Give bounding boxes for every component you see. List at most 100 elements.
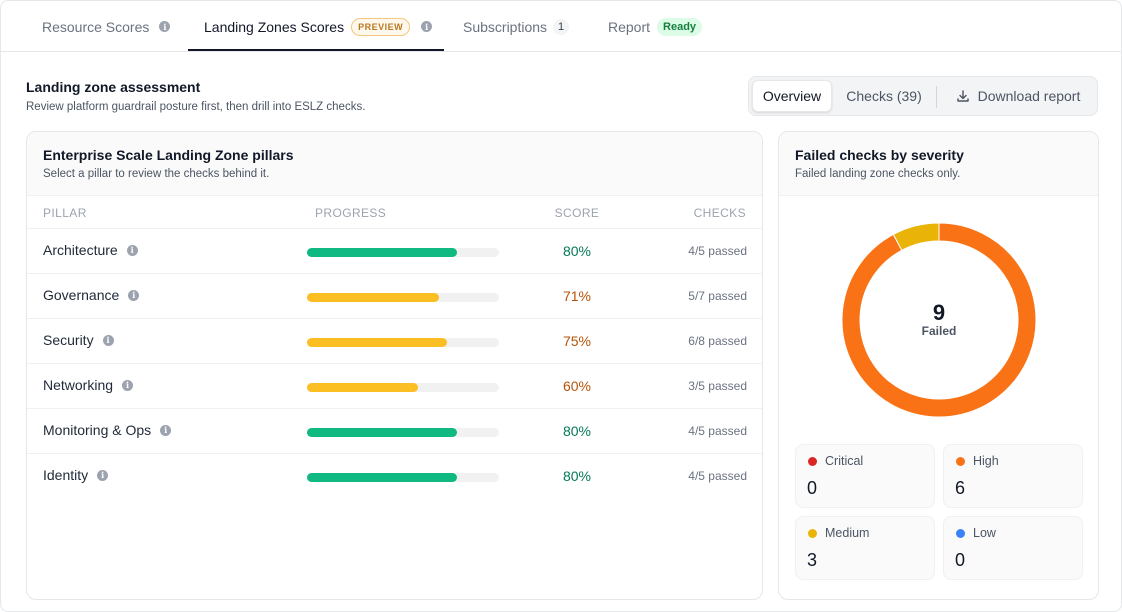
severity-count: 0 bbox=[807, 478, 818, 498]
download-report-button[interactable]: Download report bbox=[945, 80, 1091, 112]
severity-tile-high[interactable]: High 6 bbox=[943, 444, 1083, 508]
info-icon[interactable]: i bbox=[128, 289, 140, 301]
severity-dot-icon bbox=[956, 457, 965, 466]
failed-total-label: Failed bbox=[921, 324, 957, 338]
donut-slice-medium[interactable] bbox=[892, 222, 940, 251]
tab-label: Subscriptions bbox=[463, 18, 548, 35]
score-value: 80% bbox=[562, 243, 592, 259]
severity-dot-icon bbox=[808, 529, 817, 538]
score-value: 60% bbox=[562, 378, 592, 394]
count-badge: 1 bbox=[553, 18, 570, 35]
progress-fill bbox=[307, 383, 419, 392]
severity-label: Medium bbox=[825, 526, 870, 540]
pillar-label: Networking bbox=[43, 377, 114, 393]
score-value: 80% bbox=[562, 468, 592, 484]
download-icon bbox=[956, 90, 969, 102]
column-header-score: SCORE bbox=[554, 206, 600, 220]
table-row[interactable]: Networking i 60% 3/5 passed bbox=[27, 363, 762, 408]
info-icon[interactable]: i bbox=[126, 244, 138, 256]
severity-count: 0 bbox=[955, 550, 966, 570]
progress-fill bbox=[307, 248, 457, 257]
progress-fill bbox=[307, 428, 457, 437]
pillar-name: Monitoring & Ops i bbox=[43, 422, 172, 438]
checks-value: 4/5 passed bbox=[688, 244, 747, 258]
download-label: Download report bbox=[977, 88, 1081, 104]
column-header-progress: PROGRESS bbox=[315, 206, 387, 220]
card-title: Failed checks by severity bbox=[795, 147, 964, 163]
table-row[interactable]: Identity i 80% 4/5 passed bbox=[27, 453, 762, 498]
progress-bar bbox=[307, 473, 499, 482]
pillar-name: Identity i bbox=[43, 467, 109, 483]
tab-subscriptions[interactable]: Subscriptions 1 bbox=[463, 1, 570, 52]
divider bbox=[936, 86, 937, 108]
score-value: 75% bbox=[562, 333, 592, 349]
failed-total: 9 bbox=[932, 300, 946, 325]
tab-label: Landing Zones Scores bbox=[204, 18, 345, 35]
view-switcher: Overview Checks (39) Download report bbox=[748, 76, 1098, 116]
column-header-pillar: PILLAR bbox=[43, 206, 87, 220]
progress-bar bbox=[307, 383, 499, 392]
info-icon[interactable]: i bbox=[97, 469, 109, 481]
page-title: Landing zone assessment bbox=[26, 79, 201, 95]
checks-value: 6/8 passed bbox=[688, 334, 747, 348]
info-icon[interactable]: i bbox=[160, 424, 172, 436]
table-row[interactable]: Security i 75% 6/8 passed bbox=[27, 318, 762, 363]
pillar-name: Security i bbox=[43, 332, 114, 348]
table-row[interactable]: Governance i 71% 5/7 passed bbox=[27, 273, 762, 318]
score-value: 71% bbox=[562, 288, 592, 304]
pillar-label: Governance bbox=[43, 287, 120, 303]
info-icon[interactable]: i bbox=[159, 21, 171, 32]
status-badge: Ready bbox=[657, 17, 703, 36]
card-subtitle: Failed landing zone checks only. bbox=[795, 168, 961, 180]
severity-donut-chart bbox=[841, 222, 1037, 418]
donut-slice-high[interactable] bbox=[841, 222, 1037, 418]
severity-label: Low bbox=[973, 526, 996, 540]
tab-resource-scores[interactable]: Resource Scores i bbox=[42, 1, 171, 52]
pillars-card: Enterprise Scale Landing Zone pillars Se… bbox=[26, 131, 763, 600]
tab-landing-zones-scores[interactable]: Landing Zones Scores PREVIEW i bbox=[204, 1, 433, 52]
pillar-name: Networking i bbox=[43, 377, 134, 393]
preview-badge: PREVIEW bbox=[351, 17, 411, 36]
info-icon[interactable]: i bbox=[421, 21, 433, 32]
severity-label: Critical bbox=[825, 454, 864, 468]
table-row[interactable]: Architecture i 80% 4/5 passed bbox=[27, 228, 762, 273]
progress-fill bbox=[307, 293, 440, 302]
card-header: Failed checks by severity Failed landing… bbox=[779, 132, 1098, 196]
severity-count: 6 bbox=[955, 478, 966, 498]
card-header: Enterprise Scale Landing Zone pillars Se… bbox=[27, 132, 762, 196]
severity-count: 3 bbox=[807, 550, 818, 570]
checks-button[interactable]: Checks (39) bbox=[846, 88, 922, 104]
severity-label: High bbox=[973, 454, 999, 468]
severity-tile-low[interactable]: Low 0 bbox=[943, 516, 1083, 580]
severity-dot-icon bbox=[808, 457, 817, 466]
progress-bar bbox=[307, 293, 499, 302]
info-icon[interactable]: i bbox=[122, 379, 134, 391]
pillar-name: Architecture i bbox=[43, 242, 138, 258]
checks-value: 4/5 passed bbox=[688, 469, 747, 483]
pillar-label: Security bbox=[43, 332, 94, 348]
table-row[interactable]: Monitoring & Ops i 80% 4/5 passed bbox=[27, 408, 762, 453]
pillar-label: Identity bbox=[43, 467, 89, 483]
active-tab-indicator bbox=[188, 49, 444, 51]
severity-tile-critical[interactable]: Critical 0 bbox=[795, 444, 935, 508]
progress-bar bbox=[307, 248, 499, 257]
checks-value: 4/5 passed bbox=[688, 424, 747, 438]
score-value: 80% bbox=[562, 423, 592, 439]
page-subtitle: Review platform guardrail posture first,… bbox=[26, 101, 366, 113]
severity-tile-medium[interactable]: Medium 3 bbox=[795, 516, 935, 580]
checks-value: 5/7 passed bbox=[688, 289, 747, 303]
pillar-name: Governance i bbox=[43, 287, 140, 303]
progress-fill bbox=[307, 473, 457, 482]
progress-bar bbox=[307, 428, 499, 437]
severity-card: Failed checks by severity Failed landing… bbox=[778, 131, 1099, 600]
pillar-label: Architecture bbox=[43, 242, 118, 258]
pillar-label: Monitoring & Ops bbox=[43, 422, 152, 438]
card-title: Enterprise Scale Landing Zone pillars bbox=[43, 147, 294, 163]
card-subtitle: Select a pillar to review the checks beh… bbox=[43, 168, 270, 180]
info-icon[interactable]: i bbox=[102, 334, 114, 346]
progress-fill bbox=[307, 338, 448, 347]
overview-button[interactable]: Overview bbox=[752, 80, 832, 112]
tab-report[interactable]: Report Ready bbox=[608, 1, 703, 52]
column-header-checks: CHECKS bbox=[693, 206, 746, 220]
